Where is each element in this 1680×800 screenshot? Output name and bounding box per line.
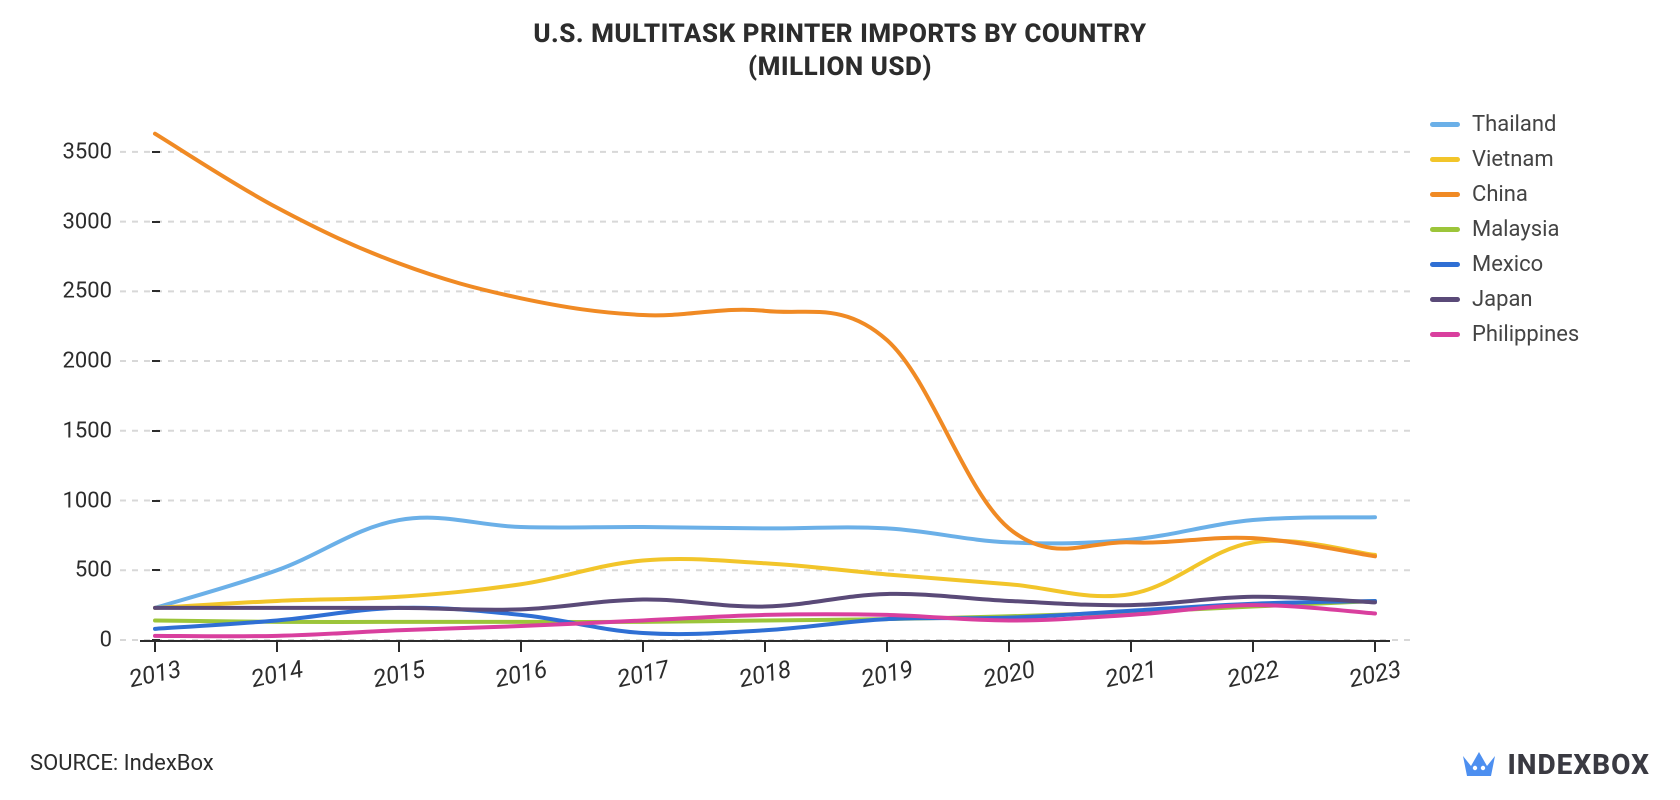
y-tick-label: 3000	[63, 209, 112, 234]
plot-area	[120, 110, 1410, 640]
legend-item: Vietnam	[1430, 147, 1620, 172]
y-tick-label: 2500	[63, 279, 112, 304]
legend-swatch	[1430, 157, 1460, 162]
chart-title-line1: U.S. MULTITASK PRINTER IMPORTS BY COUNTR…	[0, 0, 1680, 51]
legend-swatch	[1430, 262, 1460, 267]
logo-text: INDEXBOX	[1507, 748, 1650, 781]
legend-label: Japan	[1472, 287, 1533, 312]
legend-item: China	[1430, 182, 1620, 207]
series-line	[155, 541, 1375, 608]
legend-label: China	[1472, 182, 1528, 207]
x-axis-line	[140, 640, 1390, 642]
legend-label: Philippines	[1472, 322, 1579, 347]
chart-container: U.S. MULTITASK PRINTER IMPORTS BY COUNTR…	[0, 0, 1680, 800]
y-tick-label: 3500	[63, 139, 112, 164]
y-tick-label: 1000	[63, 488, 112, 513]
y-tick-label: 500	[75, 558, 112, 583]
legend-label: Mexico	[1472, 252, 1543, 277]
legend-swatch	[1430, 122, 1460, 127]
series-line	[155, 134, 1375, 557]
source-attribution: SOURCE: IndexBox	[30, 751, 214, 776]
legend-swatch	[1430, 297, 1460, 302]
source-label: SOURCE:	[30, 751, 118, 776]
legend-label: Thailand	[1472, 112, 1556, 137]
source-name: IndexBox	[124, 751, 214, 776]
y-tick-label: 2000	[63, 349, 112, 374]
legend-swatch	[1430, 227, 1460, 232]
y-tick-label: 1500	[63, 418, 112, 443]
legend-item: Philippines	[1430, 322, 1620, 347]
lines-svg	[120, 110, 1410, 640]
legend-item: Malaysia	[1430, 217, 1620, 242]
chart-title-line2: (MILLION USD)	[0, 51, 1680, 84]
legend-item: Thailand	[1430, 112, 1620, 137]
legend-item: Mexico	[1430, 252, 1620, 277]
legend-swatch	[1430, 332, 1460, 337]
chart-wrap: Thailand Vietnam China Malaysia Mexico Japan P…	[40, 100, 1640, 710]
crown-icon	[1459, 746, 1499, 782]
legend: Thailand Vietnam China Malaysia Mexico Japan P…	[1430, 112, 1620, 357]
legend-label: Vietnam	[1472, 147, 1554, 172]
brand-logo: INDEXBOX	[1459, 746, 1650, 782]
legend-swatch	[1430, 192, 1460, 197]
legend-label: Malaysia	[1472, 217, 1559, 242]
y-tick-label: 0	[100, 628, 112, 653]
legend-item: Japan	[1430, 287, 1620, 312]
